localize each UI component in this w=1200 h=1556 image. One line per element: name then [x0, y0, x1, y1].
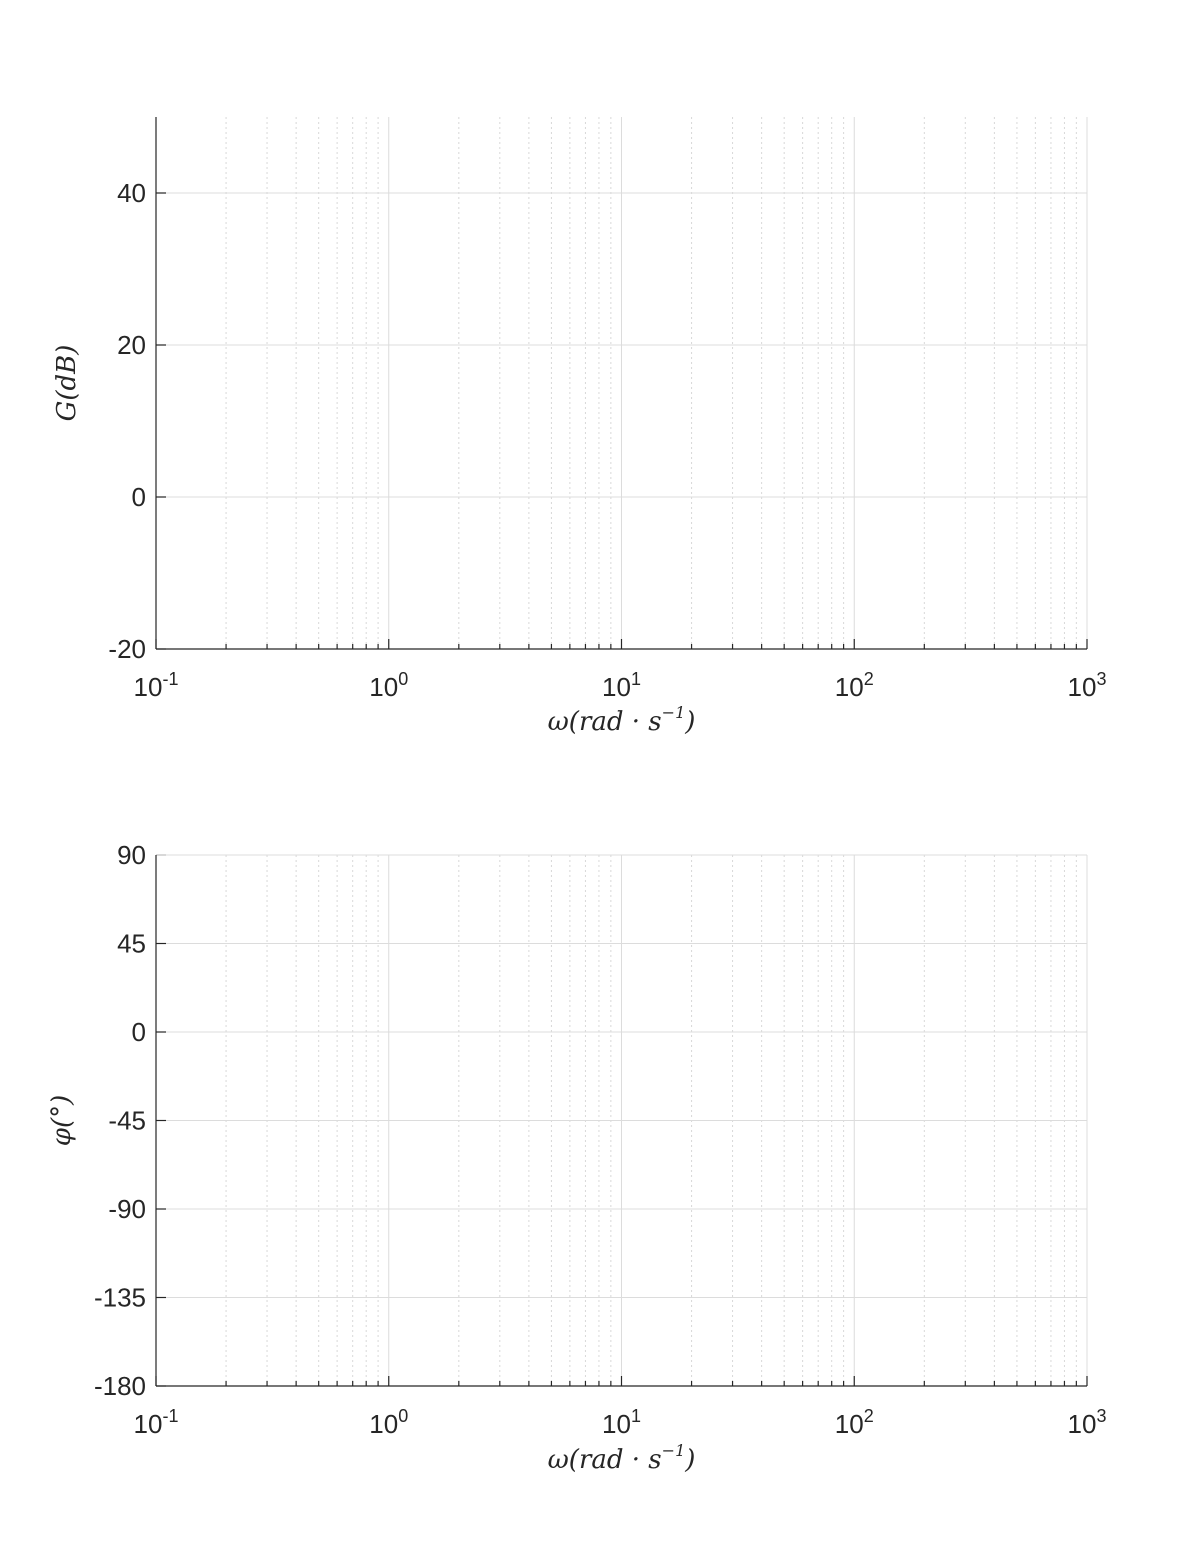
x-tick-label: 101 [602, 669, 641, 702]
x-tick-base: 10 [134, 672, 163, 702]
x-tick-label: 103 [1068, 669, 1107, 702]
x-tick-label: 103 [1068, 1406, 1107, 1439]
x-tick-exponent: 2 [864, 1406, 874, 1426]
x-axis-label-sup: −1 [662, 703, 686, 722]
x-tick-exponent: -1 [162, 1406, 178, 1426]
y-tick-label: 0 [132, 1017, 146, 1047]
y-axis-label: G(dB) [52, 345, 82, 422]
x-tick-base: 10 [1068, 672, 1097, 702]
x-tick-exponent: 0 [398, 1406, 408, 1426]
x-tick-base: 10 [369, 1409, 398, 1439]
x-tick-label: 102 [835, 1406, 874, 1439]
x-tick-base: 10 [602, 672, 631, 702]
x-tick-exponent: 2 [864, 669, 874, 689]
y-axis-label: φ(°) [47, 1095, 77, 1147]
y-tick-label: -45 [108, 1106, 146, 1136]
x-tick-exponent: 3 [1096, 1406, 1106, 1426]
x-tick-base: 10 [835, 1409, 864, 1439]
y-tick-label: 20 [117, 330, 146, 360]
x-tick-base: 10 [134, 1409, 163, 1439]
x-tick-base: 10 [369, 672, 398, 702]
x-tick-base: 10 [1068, 1409, 1097, 1439]
x-tick-base: 10 [602, 1409, 631, 1439]
x-tick-label: 100 [369, 1406, 408, 1439]
y-tick-label: -135 [94, 1283, 146, 1313]
x-axis-label: ω(rad · s−1) [548, 1441, 696, 1475]
x-axis-label-tail: ) [684, 707, 695, 737]
x-tick-label: 100 [369, 669, 408, 702]
x-tick-label: 102 [835, 669, 874, 702]
x-axis-label-sup: −1 [662, 1441, 686, 1460]
x-axis-label-main: ω(rad · s [548, 707, 662, 737]
y-tick-label: 0 [132, 482, 146, 512]
x-tick-label: 10-1 [134, 669, 179, 702]
x-axis-label: ω(rad · s−1) [548, 703, 696, 737]
x-tick-exponent: -1 [162, 669, 178, 689]
x-tick-label: 10-1 [134, 1406, 179, 1439]
x-tick-base: 10 [835, 672, 864, 702]
y-tick-label: -90 [108, 1194, 146, 1224]
x-axis-label-tail: ) [684, 1445, 695, 1475]
y-tick-label: -20 [108, 634, 146, 664]
x-tick-exponent: 0 [398, 669, 408, 689]
y-tick-label: 90 [117, 840, 146, 870]
y-tick-label: -180 [94, 1371, 146, 1401]
x-axis-label-main: ω(rad · s [548, 1445, 662, 1475]
y-tick-label: 45 [117, 929, 146, 959]
x-tick-exponent: 3 [1096, 669, 1106, 689]
x-tick-exponent: 1 [631, 669, 641, 689]
y-tick-label: 40 [117, 178, 146, 208]
phase-plot: 10-1 100 101 102 103-180-135-90-4504590ω(rad… [47, 840, 1106, 1475]
x-tick-exponent: 1 [631, 1406, 641, 1426]
x-tick-label: 101 [602, 1406, 641, 1439]
